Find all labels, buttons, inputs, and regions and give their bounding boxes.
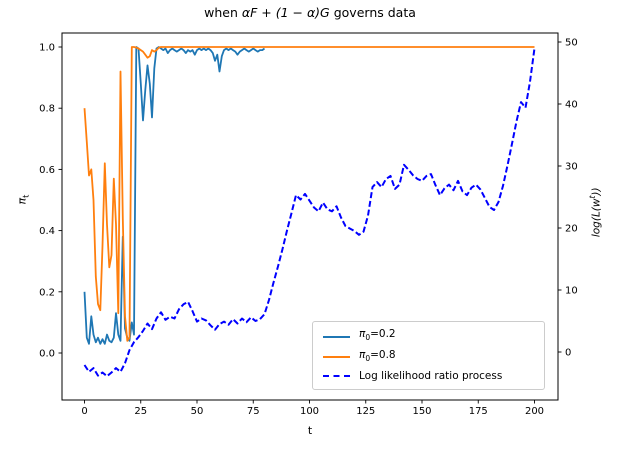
y-axis-label-left: πt bbox=[15, 185, 30, 215]
svg-text:100: 100 bbox=[300, 406, 319, 417]
pi-symbol: π bbox=[15, 197, 29, 205]
y-axis-label-right: log(L(wt)) bbox=[588, 179, 603, 245]
legend-line-sample-blue bbox=[323, 335, 350, 338]
svg-text:0.6: 0.6 bbox=[39, 165, 55, 176]
svg-text:0.4: 0.4 bbox=[39, 226, 55, 237]
legend-line-sample-orange bbox=[323, 356, 350, 359]
svg-text:75: 75 bbox=[247, 406, 260, 417]
svg-text:50: 50 bbox=[565, 38, 578, 49]
svg-text:0: 0 bbox=[565, 348, 571, 359]
svg-text:40: 40 bbox=[565, 100, 578, 111]
legend-pi-subscript: 0 bbox=[365, 354, 371, 364]
title-math: αF + (1 − α)G bbox=[241, 5, 330, 20]
svg-text:10: 10 bbox=[565, 286, 578, 297]
log-label-sup: t bbox=[587, 195, 597, 199]
title-suffix: governs data bbox=[329, 5, 416, 20]
svg-text:30: 30 bbox=[565, 162, 578, 173]
svg-text:20: 20 bbox=[565, 224, 578, 235]
legend-pi-symbol: π bbox=[359, 349, 366, 361]
svg-text:0.0: 0.0 bbox=[39, 349, 55, 360]
legend-pi-subscript: 0 bbox=[365, 333, 371, 343]
svg-text:175: 175 bbox=[469, 406, 488, 417]
legend-pi-value: =0.2 bbox=[370, 328, 396, 341]
title-prefix: when bbox=[204, 5, 242, 20]
svg-text:1.0: 1.0 bbox=[39, 43, 55, 54]
svg-text:150: 150 bbox=[412, 406, 431, 417]
svg-text:0.2: 0.2 bbox=[39, 287, 55, 298]
legend: π0=0.2 π0=0.8 Log likelihood ratio proce… bbox=[312, 321, 545, 390]
legend-label-pi08: π0=0.8 bbox=[359, 349, 396, 365]
chart-title: when αF + (1 − α)G governs data bbox=[62, 5, 558, 20]
legend-pi-value: =0.8 bbox=[370, 349, 396, 361]
x-axis-label: t bbox=[307, 424, 313, 437]
legend-entry-pi08: π0=0.8 bbox=[313, 349, 544, 365]
legend-entry-loglik: Log likelihood ratio process bbox=[313, 370, 544, 383]
log-label-pre: log(L(w bbox=[590, 198, 603, 238]
legend-entry-pi02: π0=0.2 bbox=[313, 328, 544, 344]
svg-text:200: 200 bbox=[525, 406, 544, 417]
legend-label-loglik: Log likelihood ratio process bbox=[359, 369, 503, 382]
legend-pi-symbol: π bbox=[359, 328, 366, 341]
log-label-post: )) bbox=[590, 187, 603, 196]
legend-line-sample-dashed bbox=[323, 375, 350, 378]
svg-text:0.8: 0.8 bbox=[39, 104, 55, 115]
pi-subscript: t bbox=[21, 194, 31, 198]
svg-text:0: 0 bbox=[81, 406, 87, 417]
svg-text:125: 125 bbox=[356, 406, 375, 417]
svg-text:25: 25 bbox=[134, 406, 147, 417]
svg-text:50: 50 bbox=[191, 406, 204, 417]
legend-label-pi02: π0=0.2 bbox=[359, 328, 396, 344]
